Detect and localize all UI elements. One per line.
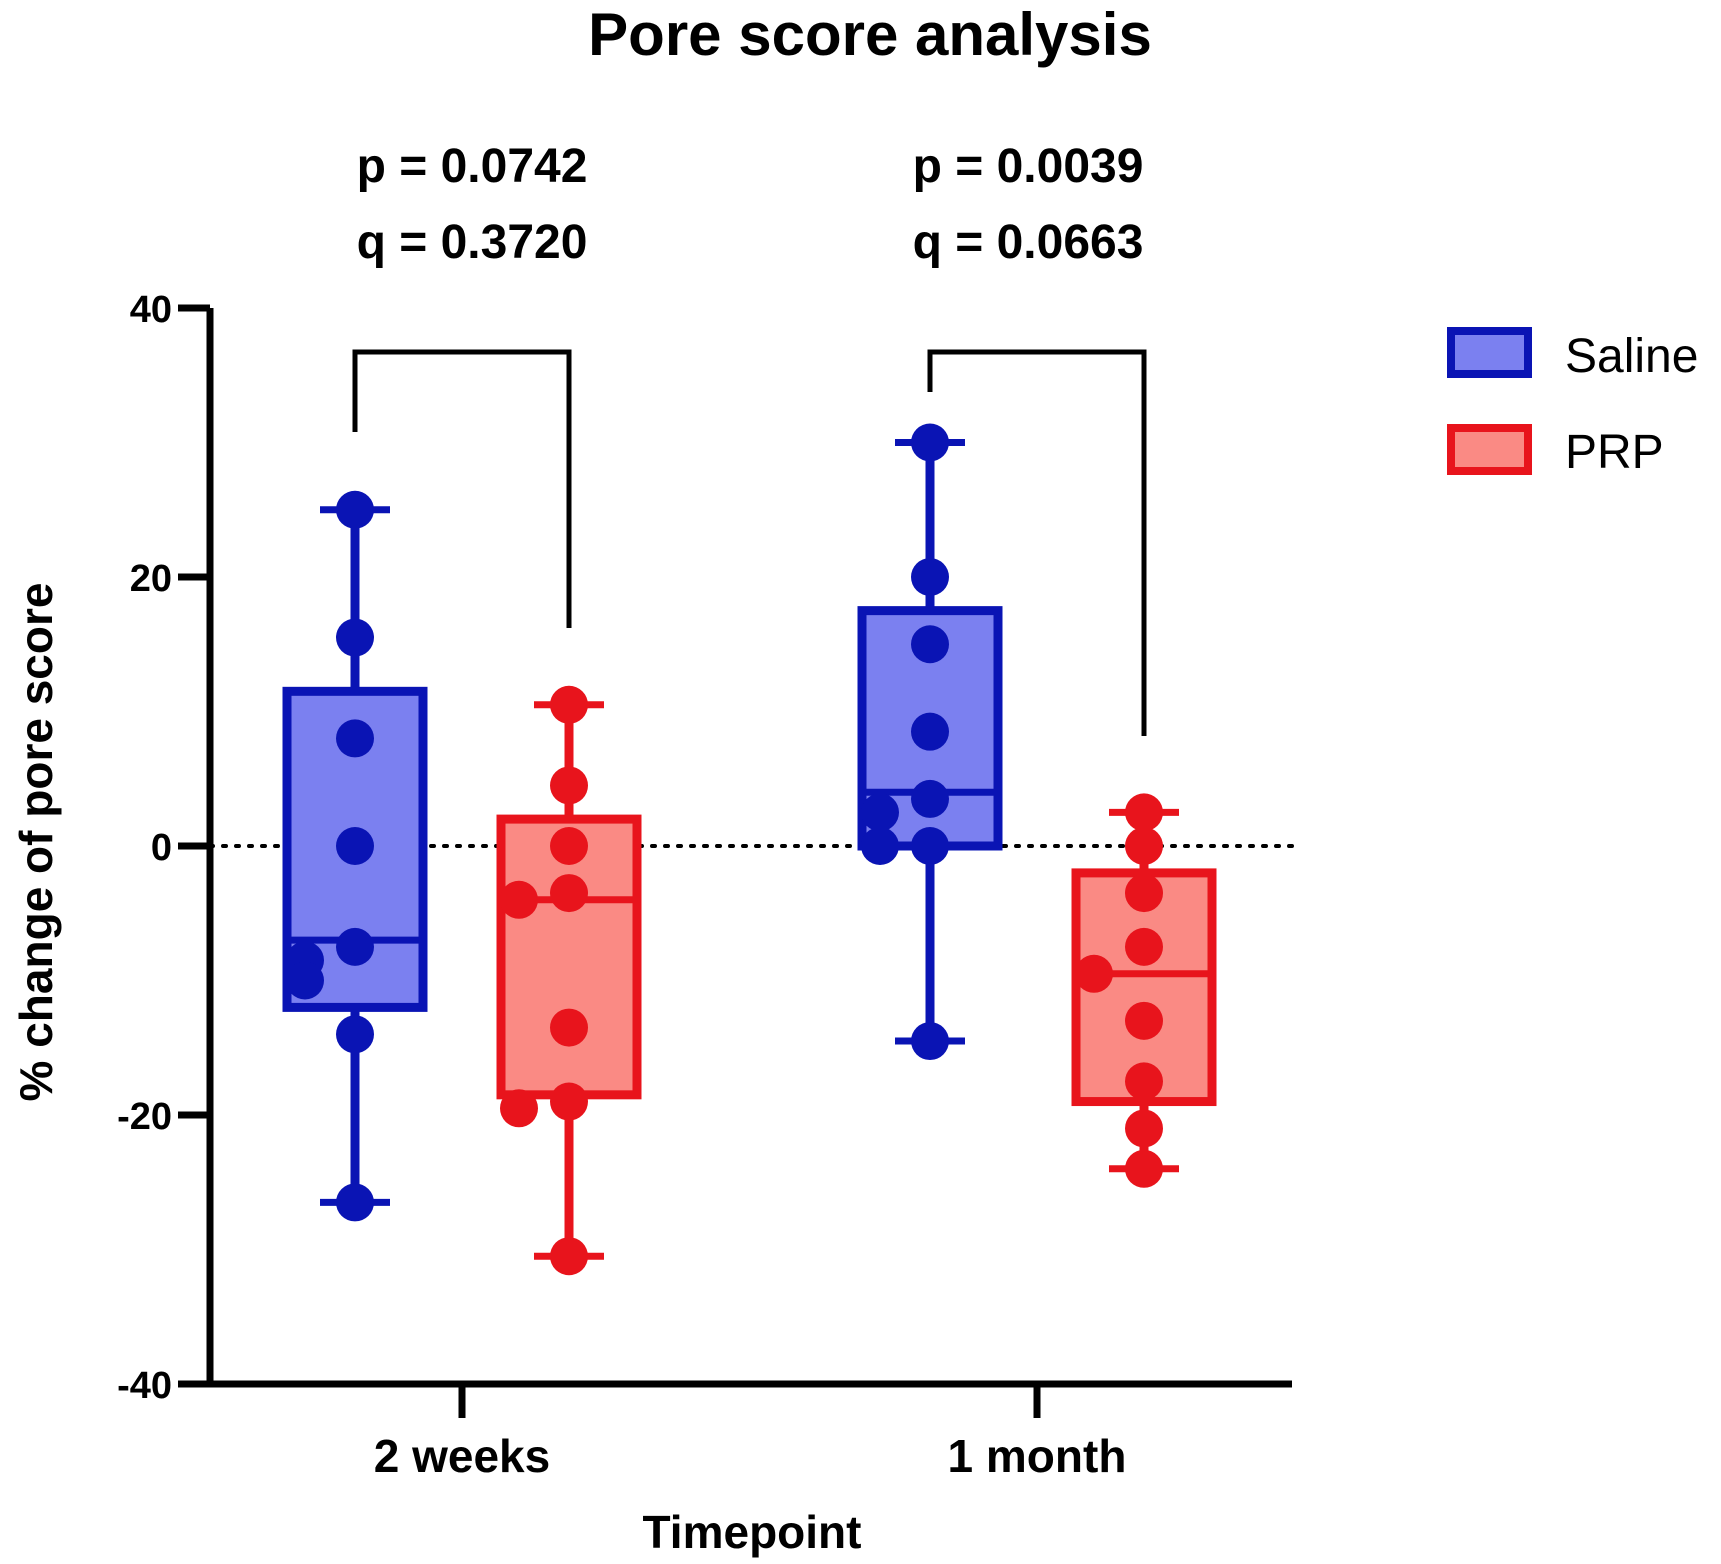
legend-label-saline: Saline xyxy=(1565,330,1698,383)
data-point-saline-1-month xyxy=(911,625,949,664)
data-point-prp-2-weeks xyxy=(550,827,588,865)
data-point-saline-1-month xyxy=(911,1022,949,1061)
y-axis-label: % change of pore score xyxy=(10,583,62,1102)
significance-bracket-1-month xyxy=(927,349,1147,736)
comparison-p-1month: p = 0.0039 xyxy=(913,140,1144,193)
data-point-saline-1-month xyxy=(911,827,949,865)
data-point-prp-1-month xyxy=(1125,874,1163,913)
data-point-prp-2-weeks xyxy=(550,1082,588,1121)
data-point-prp-1-month xyxy=(1125,1149,1163,1188)
data-point-saline-2-weeks xyxy=(336,1015,374,1054)
data-point-prp-2-weeks xyxy=(550,685,588,724)
data-point-prp-2-weeks xyxy=(550,1008,588,1047)
significance-bracket-2-weeks xyxy=(352,349,572,628)
data-point-saline-2-weeks xyxy=(336,719,374,758)
data-point-saline-1-month xyxy=(861,793,899,832)
legend-swatch-prp xyxy=(1447,424,1532,475)
data-point-prp-1-month xyxy=(1075,954,1113,993)
data-point-saline-1-month xyxy=(911,558,949,596)
data-point-saline-1-month xyxy=(911,423,949,462)
x-category-label-2-weeks: 2 weeks xyxy=(374,1430,550,1482)
data-point-saline-1-month xyxy=(911,712,949,751)
y-tick-label: 20 xyxy=(130,558,172,600)
chart-title: Pore score analysis xyxy=(588,1,1152,68)
data-point-prp-1-month xyxy=(1125,1109,1163,1148)
y-tick-label: -20 xyxy=(117,1096,172,1138)
comparison-q-2weeks: q = 0.3720 xyxy=(357,216,588,269)
legend-label-prp: PRP xyxy=(1565,426,1664,479)
y-tick-label: -40 xyxy=(117,1365,172,1407)
box-prp-2-weeks xyxy=(496,814,642,1100)
data-point-saline-2-weeks xyxy=(336,1183,374,1222)
data-point-prp-2-weeks xyxy=(500,880,538,919)
legend: Saline PRP xyxy=(1447,327,1698,479)
x-category-label-1-month: 1 month xyxy=(948,1430,1127,1482)
comparison-p-2weeks: p = 0.0742 xyxy=(357,140,588,193)
data-point-saline-2-weeks xyxy=(336,827,374,865)
y-tick-label: 40 xyxy=(130,289,172,331)
data-point-prp-1-month xyxy=(1125,1001,1163,1040)
comparison-q-1month: q = 0.0663 xyxy=(913,216,1144,269)
data-point-prp-2-weeks xyxy=(500,1089,538,1128)
data-point-prp-2-weeks xyxy=(550,766,588,805)
data-point-prp-2-weeks xyxy=(550,1237,588,1276)
data-point-saline-2-weeks xyxy=(336,927,374,966)
y-tick-label: 0 xyxy=(151,827,172,869)
data-point-prp-1-month xyxy=(1125,827,1163,865)
data-point-saline-1-month xyxy=(861,827,899,865)
plot-area: -40 -20 0 20 40 xyxy=(117,289,1294,1418)
data-point-prp-1-month xyxy=(1125,1062,1163,1101)
x-axis-label: Timepoint xyxy=(643,1506,862,1558)
data-point-saline-2-weeks xyxy=(336,618,374,657)
legend-swatch-saline xyxy=(1447,327,1532,378)
data-point-saline-2-weeks xyxy=(336,490,374,529)
data-point-prp-1-month xyxy=(1125,793,1163,832)
data-point-saline-2-weeks xyxy=(286,961,324,1000)
data-point-prp-1-month xyxy=(1125,927,1163,966)
data-point-prp-2-weeks xyxy=(550,874,588,913)
data-point-saline-1-month xyxy=(911,779,949,818)
